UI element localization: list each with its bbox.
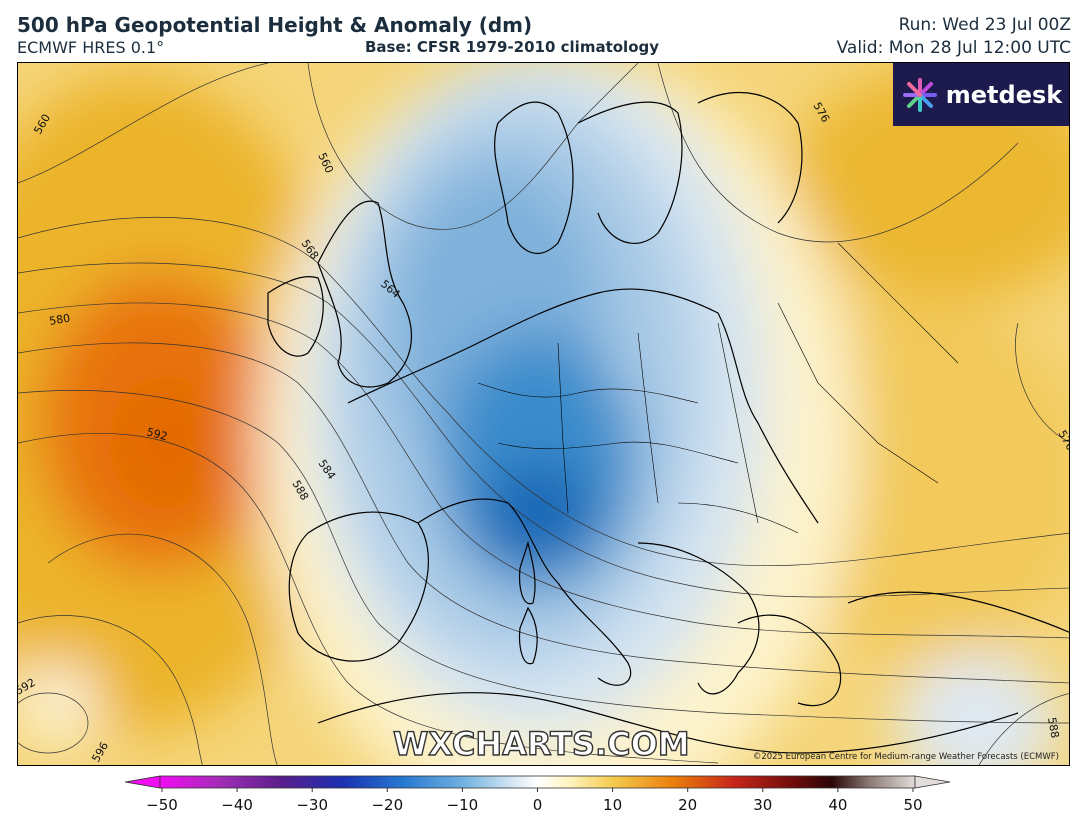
colorbar-svg: −50 −40 −30 −20 −10 0 10 20 30 40 50 (124, 775, 951, 814)
model-label: ECMWF HRES 0.1° (17, 38, 165, 57)
coastline-britain (317, 200, 412, 388)
contour-line (47, 533, 278, 765)
colorbar-tick-label: 20 (678, 796, 697, 814)
contour-line (307, 63, 639, 230)
colorbar-tick-label: −20 (371, 796, 403, 814)
coastline-iberia (288, 511, 429, 662)
colorbar-tick-label: −50 (146, 796, 178, 814)
valid-time-label: Valid: Mon 28 Jul 12:00 UTC (836, 38, 1071, 58)
border-line (777, 302, 939, 484)
climatology-base-label: Base: CFSR 1979-2010 climatology (365, 38, 660, 56)
border-line (717, 322, 759, 524)
coastline-scandinavia (494, 101, 574, 254)
run-time-label: Run: Wed 23 Jul 00Z (898, 15, 1071, 35)
coastline-italy (417, 498, 632, 686)
border-line (477, 382, 699, 404)
contour-label: 592 (145, 425, 169, 443)
colorbar-tick-label: −30 (296, 796, 328, 814)
contour-label: 588 (1045, 716, 1061, 739)
colorbar-tick-label: −10 (447, 796, 479, 814)
contour-line (18, 216, 1069, 567)
colorbar-tick-label: 50 (903, 796, 922, 814)
contour-line (18, 432, 719, 764)
coastline-sweden (577, 101, 683, 244)
borders (477, 242, 959, 534)
coastline-ireland (267, 276, 324, 357)
map-panel[interactable]: 560 560 568 564 580 592 584 588 576 592 … (17, 62, 1070, 766)
copyright-notice: ©2025 European Centre for Medium-range W… (752, 752, 1059, 762)
contour-line (18, 342, 1069, 684)
contour-line (18, 615, 203, 765)
coastline-greece (737, 614, 842, 707)
border-line (637, 332, 659, 504)
border-line (497, 441, 739, 464)
coastline-corsica (518, 540, 536, 605)
border-line (677, 502, 799, 534)
colorbar-gradient (159, 775, 916, 789)
colorbar-min-arrow (124, 775, 161, 789)
colorbar-tick-label: 0 (533, 796, 543, 814)
metdesk-flower-icon (902, 77, 937, 112)
border-line (557, 342, 569, 514)
chart-title: 500 hPa Geopotential Height & Anomaly (d… (17, 13, 533, 37)
contour-line (1015, 322, 1069, 443)
anomaly-map: 560 560 568 564 580 592 584 588 576 592 … (18, 63, 1069, 765)
border-line (837, 242, 959, 364)
height-contours (18, 63, 1069, 765)
contour-line (18, 302, 1069, 639)
coastline-balkans (637, 542, 760, 695)
contour-line (18, 692, 89, 754)
colorbar-ticks: −50 −40 −30 −20 −10 0 10 20 30 40 50 (146, 788, 923, 814)
wxcharts-watermark: WXCHARTS.COM (392, 724, 690, 763)
metdesk-logo[interactable]: metdesk (893, 63, 1069, 126)
colorbar-max-arrow (914, 775, 951, 789)
contour-label: 580 (48, 312, 71, 328)
contour-line (18, 390, 1069, 724)
coastline-turkey (847, 591, 1069, 633)
colorbar-tick-label: 30 (753, 796, 772, 814)
logo-wordmark: metdesk (945, 80, 1063, 109)
coastline-north-europe (347, 288, 819, 524)
colorbar-tick-label: 10 (603, 796, 622, 814)
coastline-sardinia (518, 606, 538, 665)
colorbar-tick-label: 40 (828, 796, 847, 814)
contour-line (978, 693, 1069, 765)
anomaly-field (18, 63, 1069, 765)
colorbar-tick-label: −40 (221, 796, 253, 814)
contour-line (18, 262, 1069, 598)
coastlines (267, 92, 1069, 754)
contour-line (18, 63, 269, 184)
coastline-finland (697, 92, 803, 224)
coastline-north-africa (317, 692, 1019, 754)
colorbar: −50 −40 −30 −20 −10 0 10 20 30 40 50 (0, 770, 1088, 833)
